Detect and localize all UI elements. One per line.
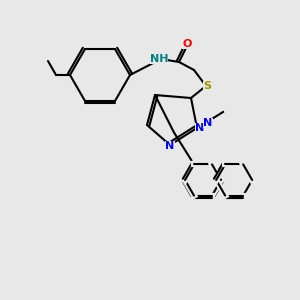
Text: NH: NH [150,54,168,64]
Text: N: N [165,141,175,151]
Text: N: N [203,118,213,128]
Text: N: N [195,123,205,133]
Text: O: O [182,39,192,49]
Text: S: S [203,81,211,91]
